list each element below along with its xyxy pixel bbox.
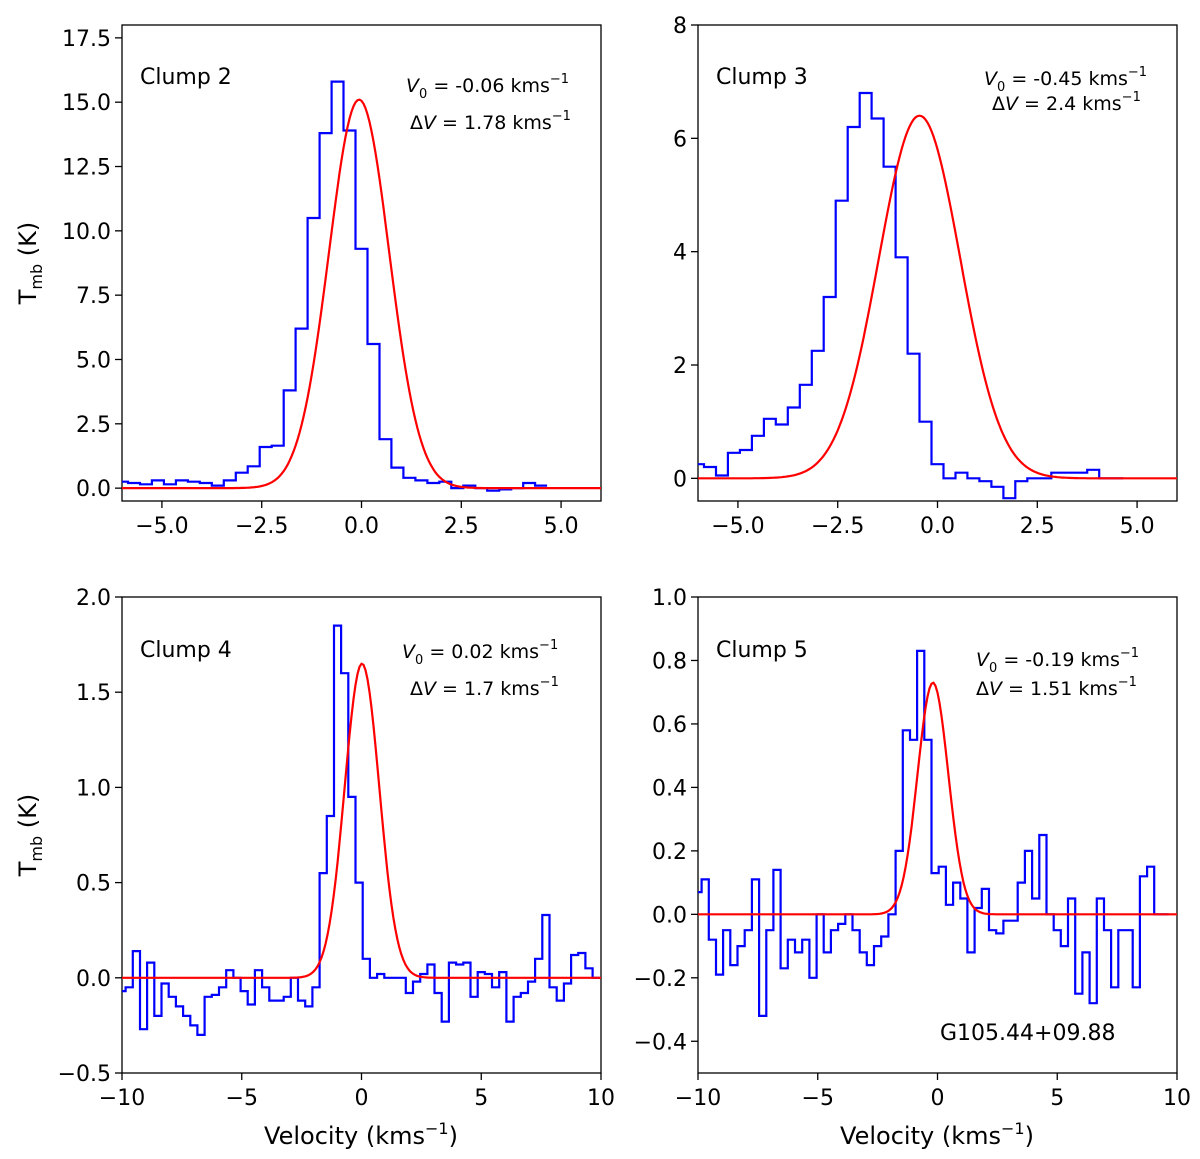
- fit-dv-value: 1.78: [464, 112, 506, 134]
- x-tick-label: −10: [675, 1086, 721, 1111]
- gaussian-fit-line: [122, 662, 601, 979]
- panel-clump-4: −0.5 0.0 0.5 1.0 1.5 2.0 −10 −5 0 5 10 Clump 4 V0…: [14, 586, 615, 1150]
- observed-spectrum-line: [698, 91, 1124, 500]
- y-tick-label: 1.5: [76, 681, 111, 706]
- clump-label: Clump 5: [716, 638, 808, 663]
- y-tick-label: 12.5: [62, 156, 111, 181]
- y-tick-label: 0.8: [652, 649, 687, 674]
- fit-dv-label: ΔV = 1.7 kms−1: [410, 675, 559, 700]
- fit-dv-label: ΔV = 2.4 kms−1: [992, 90, 1141, 115]
- panel-clump-5: −0.4 −0.2 0.0 0.2 0.4 0.6 0.8 1.0 −10 −5 0 5 10 Clu…: [634, 586, 1191, 1150]
- y-tick-label: 17.5: [62, 27, 111, 52]
- plot-data: [698, 649, 1177, 1017]
- fit-v0-value: -0.45: [1033, 68, 1082, 90]
- x-tick-label: −2.5: [235, 514, 288, 539]
- clump-label: Clump 2: [140, 65, 232, 90]
- fit-dv-label: ΔV = 1.51 kms−1: [976, 675, 1137, 700]
- x-axis-ticks: −10 −5 0 5 10: [675, 1073, 1191, 1111]
- x-tick-label: 0.0: [344, 514, 379, 539]
- x-tick-label: 0: [931, 1086, 945, 1111]
- x-tick-label: 0: [355, 1086, 369, 1111]
- y-tick-label: 0.0: [76, 967, 111, 992]
- y-tick-label: 5.0: [76, 348, 111, 373]
- x-tick-label: 2.5: [444, 514, 479, 539]
- y-tick-label: 4: [673, 241, 687, 266]
- fit-v0-label: V0 = -0.19 kms−1: [976, 646, 1139, 676]
- y-axis-ticks: −0.5 0.0 0.5 1.0 1.5 2.0: [58, 586, 122, 1087]
- fit-v0-label: V0 = 0.02 kms−1: [402, 638, 558, 668]
- x-tick-label: 10: [1163, 1086, 1191, 1111]
- fit-dv-value: 1.51: [1030, 678, 1072, 700]
- gaussian-fit-line: [698, 114, 1177, 480]
- clump-label: Clump 4: [140, 638, 232, 663]
- panel-clump-3: 0 2 4 6 8 −5.0 −2.5 0.0 2.5 5.0 Clump 3 V0 = -0.…: [673, 14, 1178, 539]
- y-tick-label: 0.2: [652, 840, 687, 865]
- y-tick-label: −0.2: [634, 967, 687, 992]
- fit-v0-label: V0 = -0.45 kms−1: [984, 65, 1147, 95]
- x-tick-label: 0.0: [920, 514, 955, 539]
- y-tick-label: 2: [673, 354, 687, 379]
- y-axis-title: Tmb (K): [14, 222, 46, 306]
- x-tick-label: −5.0: [711, 514, 764, 539]
- x-axis-ticks: −5.0 −2.5 0.0 2.5 5.0: [711, 501, 1155, 539]
- y-tick-label: 2.0: [76, 586, 111, 611]
- plot-data: [122, 80, 601, 492]
- observed-spectrum-line: [122, 80, 548, 492]
- y-axis-ticks: 0 2 4 6 8: [673, 14, 698, 492]
- y-tick-label: 15.0: [62, 91, 111, 116]
- plot-data: [698, 91, 1177, 500]
- fit-dv-value: 2.4: [1046, 93, 1076, 115]
- x-tick-label: 2.5: [1020, 514, 1055, 539]
- y-tick-label: 0.0: [652, 903, 687, 928]
- observed-spectrum-line: [698, 649, 1169, 1017]
- gaussian-fit-line: [122, 98, 601, 490]
- y-axis-ticks: −0.4 −0.2 0.0 0.2 0.4 0.6 0.8 1.0: [634, 586, 698, 1055]
- x-tick-label: 5: [474, 1086, 488, 1111]
- fit-v0-value: 0.02: [451, 641, 493, 663]
- y-tick-label: 8: [673, 14, 687, 39]
- y-tick-label: −0.4: [634, 1030, 687, 1055]
- fit-dv-label: ΔV = 1.78 kms−1: [410, 109, 571, 134]
- x-tick-label: −5.0: [135, 514, 188, 539]
- x-tick-label: 5: [1050, 1086, 1064, 1111]
- y-axis-title: Tmb (K): [14, 794, 46, 878]
- panel-clump-2: 0.0 2.5 5.0 7.5 10.0 12.5 15.0 17.5 −5.0 −2.5 0.0…: [14, 24, 602, 539]
- gaussian-fit-line: [698, 681, 1177, 916]
- x-axis-ticks: −5.0 −2.5 0.0 2.5 5.0: [135, 501, 579, 539]
- y-tick-label: 1.0: [652, 586, 687, 611]
- x-tick-label: 10: [587, 1086, 615, 1111]
- fit-dv-value: 1.7: [464, 678, 494, 700]
- y-tick-label: 1.0: [76, 776, 111, 801]
- y-tick-label: 0.4: [652, 776, 687, 801]
- fit-v0-value: -0.19: [1025, 649, 1074, 671]
- x-tick-label: −10: [99, 1086, 145, 1111]
- y-tick-label: 10.0: [62, 220, 111, 245]
- plot-data: [122, 624, 601, 1036]
- x-axis-title: Velocity (kms−1): [264, 1119, 458, 1150]
- y-tick-label: 6: [673, 127, 687, 152]
- observed-spectrum-line: [122, 624, 600, 1036]
- plot-frame: [121, 596, 602, 1074]
- y-tick-label: 0.6: [652, 713, 687, 738]
- x-tick-label: −5: [802, 1086, 834, 1111]
- x-tick-label: 5.0: [544, 514, 579, 539]
- x-tick-label: −2.5: [811, 514, 864, 539]
- y-tick-label: 0.0: [76, 477, 111, 502]
- x-axis-title: Velocity (kms−1): [840, 1119, 1034, 1150]
- clump-label: Clump 3: [716, 65, 808, 90]
- y-tick-label: 0: [673, 467, 687, 492]
- y-tick-label: −0.5: [58, 1062, 111, 1087]
- x-tick-label: 5.0: [1120, 514, 1155, 539]
- x-tick-label: −5: [226, 1086, 258, 1111]
- y-tick-label: 0.5: [76, 872, 111, 897]
- fit-v0-value: -0.06: [455, 75, 504, 97]
- y-tick-label: 7.5: [76, 284, 111, 309]
- y-tick-label: 2.5: [76, 413, 111, 438]
- y-axis-ticks: 0.0 2.5 5.0 7.5 10.0 12.5 15.0 17.5: [62, 27, 122, 502]
- x-axis-ticks: −10 −5 0 5 10: [99, 1073, 615, 1111]
- source-label: G105.44+09.88: [940, 1021, 1115, 1046]
- fit-v0-label: V0 = -0.06 kms−1: [406, 72, 569, 102]
